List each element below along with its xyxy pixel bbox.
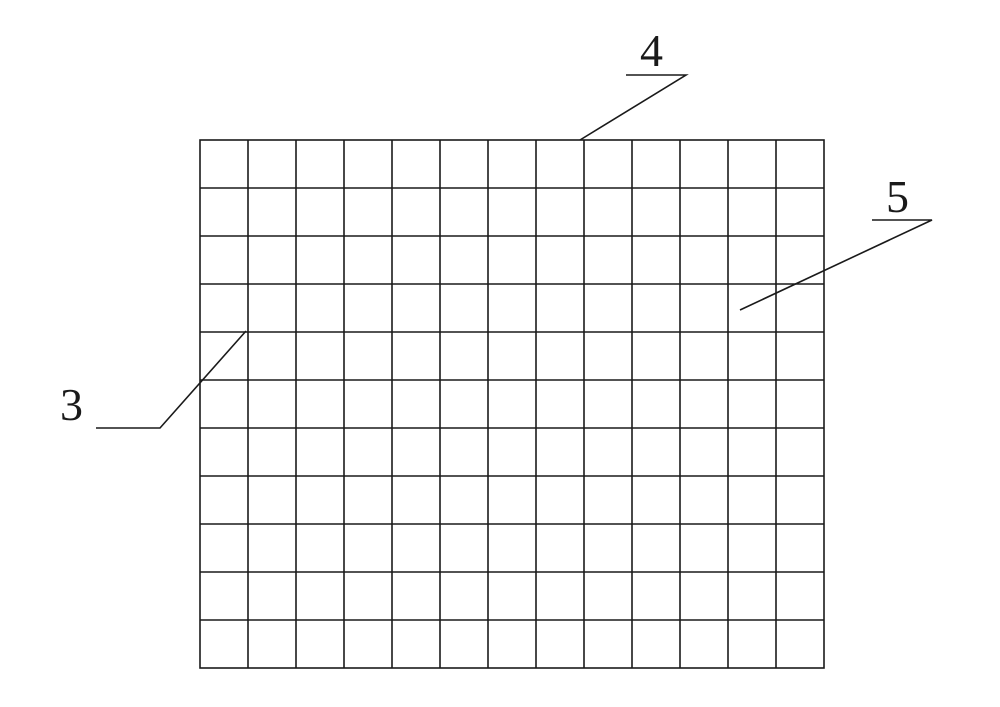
diagram-root: 3 4 5: [0, 0, 1000, 707]
label-4-text: 4: [640, 25, 663, 76]
canvas-bg: [0, 0, 1000, 707]
label-3-text: 3: [60, 379, 83, 430]
label-5-text: 5: [886, 171, 909, 222]
